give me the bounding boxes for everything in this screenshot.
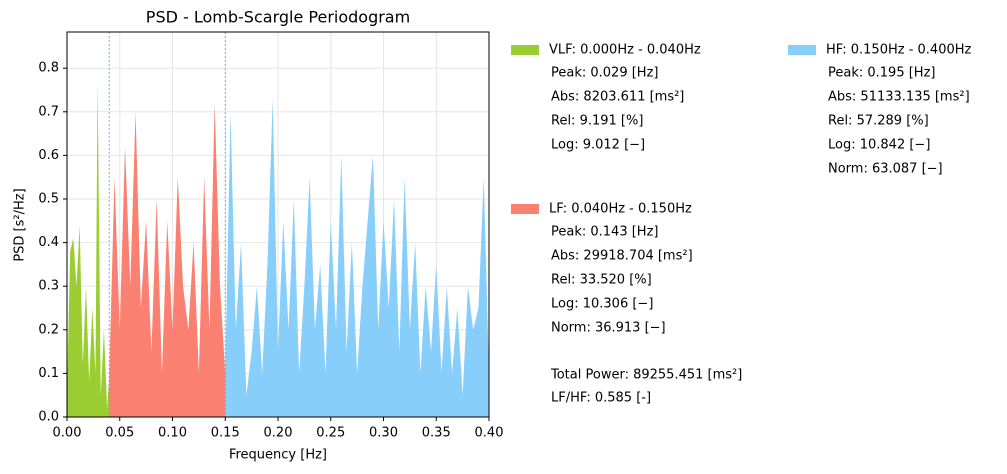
legend-detail: Peak: 0.195 [Hz] bbox=[828, 66, 935, 81]
y-tick-label: 0.1 bbox=[38, 366, 59, 381]
x-tick-label: 0.20 bbox=[264, 426, 293, 441]
legend-detail: Log: 10.306 [−] bbox=[551, 297, 653, 312]
legend-detail: Rel: 33.520 [%] bbox=[551, 273, 652, 288]
legend-detail: Abs: 8203.611 [ms²] bbox=[551, 90, 684, 105]
legend-label: VLF: 0.000Hz - 0.040Hz bbox=[549, 43, 701, 58]
legend-detail: Norm: 63.087 [−] bbox=[828, 162, 943, 177]
x-tick-label: 0.40 bbox=[475, 426, 504, 441]
legend-detail: Peak: 0.143 [Hz] bbox=[551, 225, 658, 240]
x-tick-label: 0.00 bbox=[53, 426, 82, 441]
y-tick-label: 0.3 bbox=[38, 279, 59, 294]
annotation: Total Power: 89255.451 [ms²] bbox=[550, 368, 742, 383]
y-tick-label: 0.0 bbox=[38, 410, 59, 425]
legend-detail: Abs: 51133.135 [ms²] bbox=[828, 90, 970, 105]
y-tick-label: 0.8 bbox=[38, 61, 59, 76]
area bbox=[225, 98, 489, 417]
annotation: LF/HF: 0.585 [-] bbox=[551, 391, 651, 406]
legend-swatch bbox=[511, 204, 539, 214]
y-tick-label: 0.2 bbox=[38, 322, 59, 337]
area bbox=[67, 81, 110, 418]
x-tick-label: 0.25 bbox=[316, 426, 345, 441]
legend-detail: Abs: 29918.704 [ms²] bbox=[551, 249, 693, 264]
legend-detail: Norm: 36.913 [−] bbox=[551, 321, 666, 336]
x-axis-label: Frequency [Hz] bbox=[229, 448, 327, 463]
legend-detail: Rel: 57.289 [%] bbox=[828, 114, 929, 129]
legend-detail: Rel: 9.191 [%] bbox=[551, 114, 643, 129]
chart-title: PSD - Lomb-Scargle Periodogram bbox=[146, 8, 410, 27]
legend-detail: Peak: 0.029 [Hz] bbox=[551, 66, 658, 81]
y-axis-label: PSD [s²/Hz] bbox=[13, 188, 28, 261]
legend-detail: Log: 9.012 [−] bbox=[551, 138, 645, 153]
legend-swatch bbox=[788, 45, 816, 55]
legend-detail: Log: 10.842 [−] bbox=[828, 138, 930, 153]
x-tick-label: 0.30 bbox=[369, 426, 398, 441]
y-tick-label: 0.7 bbox=[38, 104, 59, 119]
x-tick-label: 0.10 bbox=[158, 426, 187, 441]
legend-label: HF: 0.150Hz - 0.400Hz bbox=[826, 43, 972, 58]
y-tick-label: 0.6 bbox=[38, 148, 59, 163]
x-tick-label: 0.35 bbox=[422, 426, 451, 441]
legend-label: LF: 0.040Hz - 0.150Hz bbox=[549, 202, 692, 217]
plot-frame bbox=[66, 31, 490, 418]
x-tick-label: 0.15 bbox=[211, 426, 240, 441]
y-tick-label: 0.5 bbox=[38, 191, 59, 206]
legend-swatch bbox=[511, 45, 539, 55]
y-tick-label: 0.4 bbox=[38, 235, 59, 250]
area bbox=[109, 103, 226, 417]
plot-area bbox=[67, 32, 489, 418]
x-tick-label: 0.05 bbox=[105, 426, 134, 441]
